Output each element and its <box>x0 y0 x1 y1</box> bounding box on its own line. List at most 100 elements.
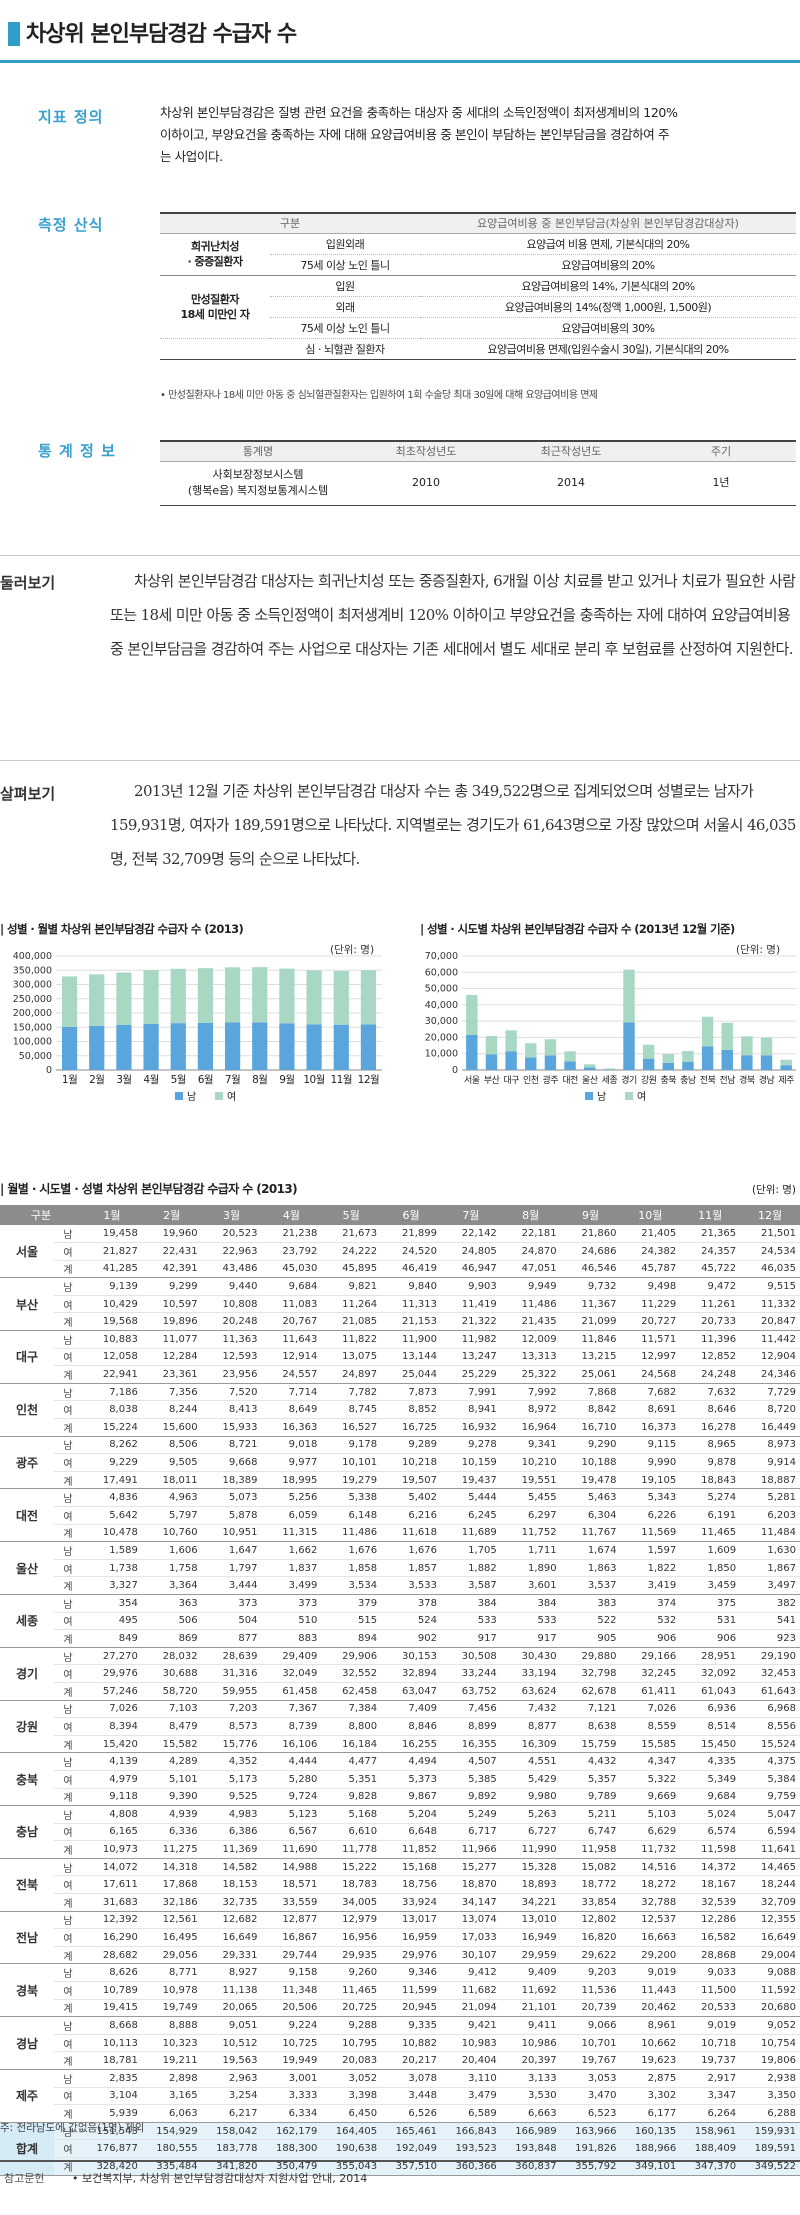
sex-label: 계 <box>54 1418 82 1437</box>
table-cell: 12,979 <box>321 1911 382 1930</box>
table-cell: 9,980 <box>500 1788 561 1807</box>
x-tick-label: 대구 <box>503 1075 519 1086</box>
table-cell: 9,878 <box>680 1453 741 1472</box>
region-name: 세종 <box>0 1594 54 1648</box>
table-cell: 6,523 <box>560 2104 621 2123</box>
table-cell: 18,843 <box>680 1471 741 1490</box>
table-cell: 8,745 <box>321 1400 382 1420</box>
table-cell: 18,153 <box>201 1875 262 1895</box>
bar-female <box>143 970 159 1024</box>
table-cell: 5,385 <box>440 1770 501 1789</box>
table-cell: 10,113 <box>82 2034 142 2053</box>
table-cell: 41,285 <box>82 1260 142 1279</box>
table-cell: 32,453 <box>740 1664 800 1683</box>
table-cell: 10,597 <box>141 1295 202 1314</box>
table-cell: 10,662 <box>620 2034 681 2053</box>
bar-female <box>61 976 78 1027</box>
table-cell: 532 <box>620 1612 681 1631</box>
table-cell: 31,316 <box>201 1664 262 1683</box>
table-cell: 8,626 <box>82 1963 142 1983</box>
table-cell: 19,478 <box>560 1471 621 1490</box>
table-cell: 5,429 <box>500 1770 561 1789</box>
table-cell: 5,939 <box>82 2104 142 2123</box>
calc-sub: 75세 이상 노인 틀니 <box>270 317 420 339</box>
table-cell: 11,598 <box>680 1840 741 1859</box>
table-cell: 34,147 <box>440 1893 501 1912</box>
y-tick-label: 150,000 <box>13 1022 52 1033</box>
table-cell: 29,880 <box>560 1647 621 1666</box>
table-cell: 7,186 <box>82 1383 142 1402</box>
table-row: 여 17,611 17,868 18,153 18,571 18,783 18,756 18,… <box>0 1875 800 1895</box>
sex-label: 남 <box>54 1752 82 1771</box>
table-cell: 24,870 <box>500 1242 561 1261</box>
table-cell: 3,601 <box>500 1576 561 1595</box>
x-tick-label: 제주 <box>778 1075 794 1086</box>
table-cell: 21,101 <box>500 1999 561 2018</box>
region-name: 전남 <box>0 1911 54 1965</box>
sex-label: 여 <box>54 1770 82 1789</box>
table-cell: 5,073 <box>201 1488 262 1507</box>
table-cell: 28,639 <box>201 1647 262 1666</box>
table-cell: 15,524 <box>740 1735 800 1754</box>
table-row: 계 41,285 42,391 43,486 45,030 45,895 46,419 46,… <box>0 1260 800 1279</box>
sex-label: 여 <box>54 1664 82 1683</box>
table-cell: 3,398 <box>321 2087 382 2106</box>
table-cell: 4,477 <box>321 1752 382 1771</box>
table-cell: 23,361 <box>141 1365 202 1384</box>
table-cell: 21,673 <box>321 1225 382 1244</box>
table-cell: 19,211 <box>141 2051 202 2070</box>
table-cell: 5,642 <box>82 1506 142 1525</box>
sex-label: 남 <box>54 1541 82 1560</box>
table-cell: 877 <box>201 1629 262 1648</box>
review-text: 2013년 12월 기준 차상위 본인부담경감 대상자 수는 총 349,522… <box>110 782 796 868</box>
table-cell: 14,072 <box>82 1858 142 1877</box>
table-cell: 15,600 <box>141 1418 202 1437</box>
table-cell: 9,977 <box>261 1453 322 1472</box>
table-cell: 18,167 <box>680 1875 741 1895</box>
table-row: 울산 남 1,589 1,606 1,647 1,662 1,676 1,676 1,705 1,… <box>0 1541 800 1595</box>
table-cell: 30,153 <box>381 1647 441 1666</box>
table-cell: 16,949 <box>500 1928 561 1947</box>
table-cell: 917 <box>500 1629 561 1648</box>
table-cell: 9,669 <box>620 1788 681 1807</box>
table-cell: 15,585 <box>620 1735 681 1754</box>
table-cell: 541 <box>740 1612 800 1631</box>
title-bar: 차상위 본인부담경감 수급자 수 <box>0 0 800 70</box>
table-cell: 8,899 <box>440 1717 501 1736</box>
table-cell: 9,903 <box>440 1277 501 1296</box>
table-cell: 7,121 <box>560 1700 621 1719</box>
table-cell: 6,288 <box>740 2104 800 2123</box>
table-cell: 11,846 <box>560 1330 621 1349</box>
x-tick-label: 충남 <box>680 1075 696 1086</box>
table-row: 여 9,229 9,505 9,668 9,977 10,101 10,218 10,159 1… <box>0 1453 800 1472</box>
table-cell: 164,405 <box>321 2122 382 2141</box>
table-row: 여 6,165 6,336 6,386 6,567 6,610 6,648 6,717 6,72… <box>0 1823 800 1842</box>
calc-rule: 요양급여비용의 14%, 기본식대의 20% <box>420 275 796 297</box>
table-cell: 6,936 <box>680 1700 741 1719</box>
table-cell: 45,722 <box>680 1260 741 1279</box>
table-cell: 12,852 <box>680 1348 741 1367</box>
bar-female <box>701 1016 714 1047</box>
table-cell: 188,300 <box>261 2139 322 2158</box>
table-cell: 11,732 <box>620 1840 681 1859</box>
table-cell: 16,867 <box>261 1928 322 1947</box>
bar-female <box>505 1030 517 1052</box>
table-cell: 3,347 <box>680 2087 741 2106</box>
table-cell: 3,350 <box>740 2087 800 2106</box>
table-row: 여 3,104 3,165 3,254 3,333 3,398 3,448 3,479 3,53… <box>0 2087 800 2106</box>
table-cell: 18,893 <box>500 1875 561 1895</box>
bar-male <box>741 1055 753 1070</box>
table-cell: 33,559 <box>261 1893 322 1912</box>
title-underline <box>0 60 800 63</box>
table-cell: 1,858 <box>321 1559 382 1578</box>
x-tick-label: 2월 <box>89 1074 104 1086</box>
table-cell: 192,049 <box>381 2139 441 2158</box>
table-cell: 43,486 <box>201 1260 262 1279</box>
table-cell: 11,465 <box>680 1524 741 1543</box>
table-cell: 8,771 <box>141 1963 202 1983</box>
table-cell: 374 <box>620 1594 681 1613</box>
table-cell: 379 <box>321 1594 382 1613</box>
table-cell: 9,158 <box>261 1963 322 1983</box>
table-row: 경기 남 27,270 28,032 28,639 29,409 29,906 30,153 3… <box>0 1647 800 1701</box>
table-row: 서울 남 19,458 19,960 20,523 21,238 21,673 21,899 2… <box>0 1225 800 1279</box>
